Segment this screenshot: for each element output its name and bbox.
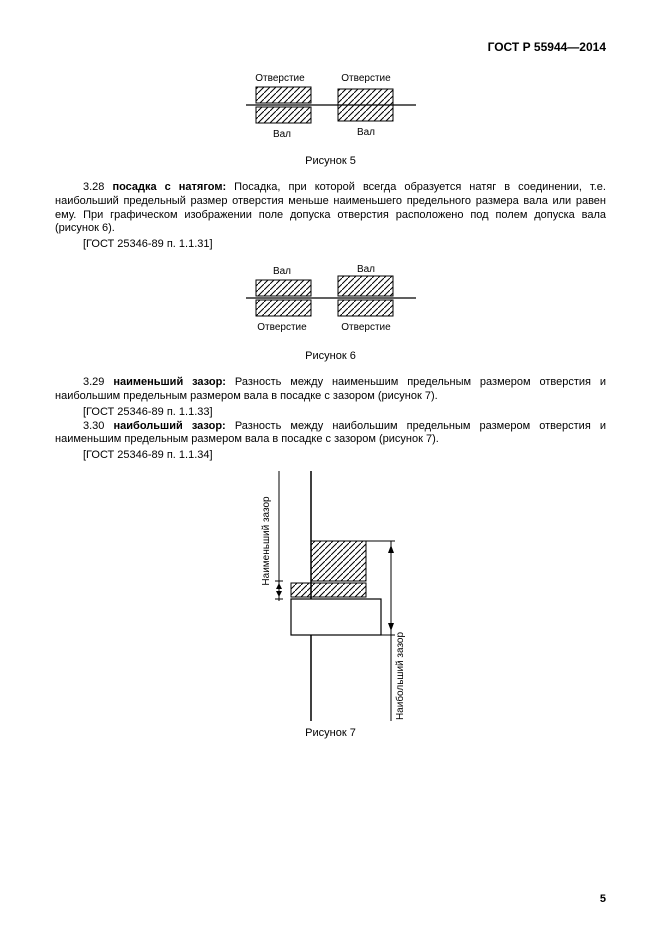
svg-text:Вал: Вал (272, 266, 290, 277)
figure-6: Вал Вал Отверстие Отверстие (55, 260, 606, 344)
def-3-29: 3.29 наименьший зазор: Разность между на… (55, 376, 606, 404)
svg-text:Наибольший зазор: Наибольший зазор (394, 632, 406, 721)
figure-7-caption: Рисунок 7 (55, 727, 606, 739)
figure-5-caption: Рисунок 5 (55, 155, 606, 167)
def-3-30-ref: [ГОСТ 25346-89 п. 1.1.34] (83, 449, 606, 461)
def-3-29-ref: [ГОСТ 25346-89 п. 1.1.33] (83, 406, 606, 418)
figure-5: Отверстие Отверстие Вал Вал (55, 69, 606, 149)
def-3-28: 3.28 посадка с натягом: Посадка, при кот… (55, 181, 606, 236)
page-number: 5 (600, 893, 606, 905)
svg-text:Отверстие: Отверстие (257, 322, 307, 333)
svg-text:Наименьший зазор: Наименьший зазор (261, 496, 272, 586)
svg-text:Отверстие: Отверстие (341, 322, 391, 333)
page: ГОСТ Р 55944—2014 Отверстие Отверстие (0, 0, 661, 935)
svg-text:Вал: Вал (356, 127, 374, 138)
figure-7: Наименьший зазор Наибольший зазор (55, 471, 606, 721)
svg-text:Вал: Вал (356, 264, 374, 275)
svg-text:Отверстие: Отверстие (341, 73, 391, 84)
svg-text:Отверстие: Отверстие (255, 73, 305, 84)
figure-6-caption: Рисунок 6 (55, 350, 606, 362)
doc-header: ГОСТ Р 55944—2014 (55, 40, 606, 54)
def-3-28-ref: [ГОСТ 25346-89 п. 1.1.31] (83, 238, 606, 250)
svg-text:Вал: Вал (272, 129, 290, 140)
def-3-30: 3.30 наибольший зазор: Разность между на… (55, 420, 606, 448)
